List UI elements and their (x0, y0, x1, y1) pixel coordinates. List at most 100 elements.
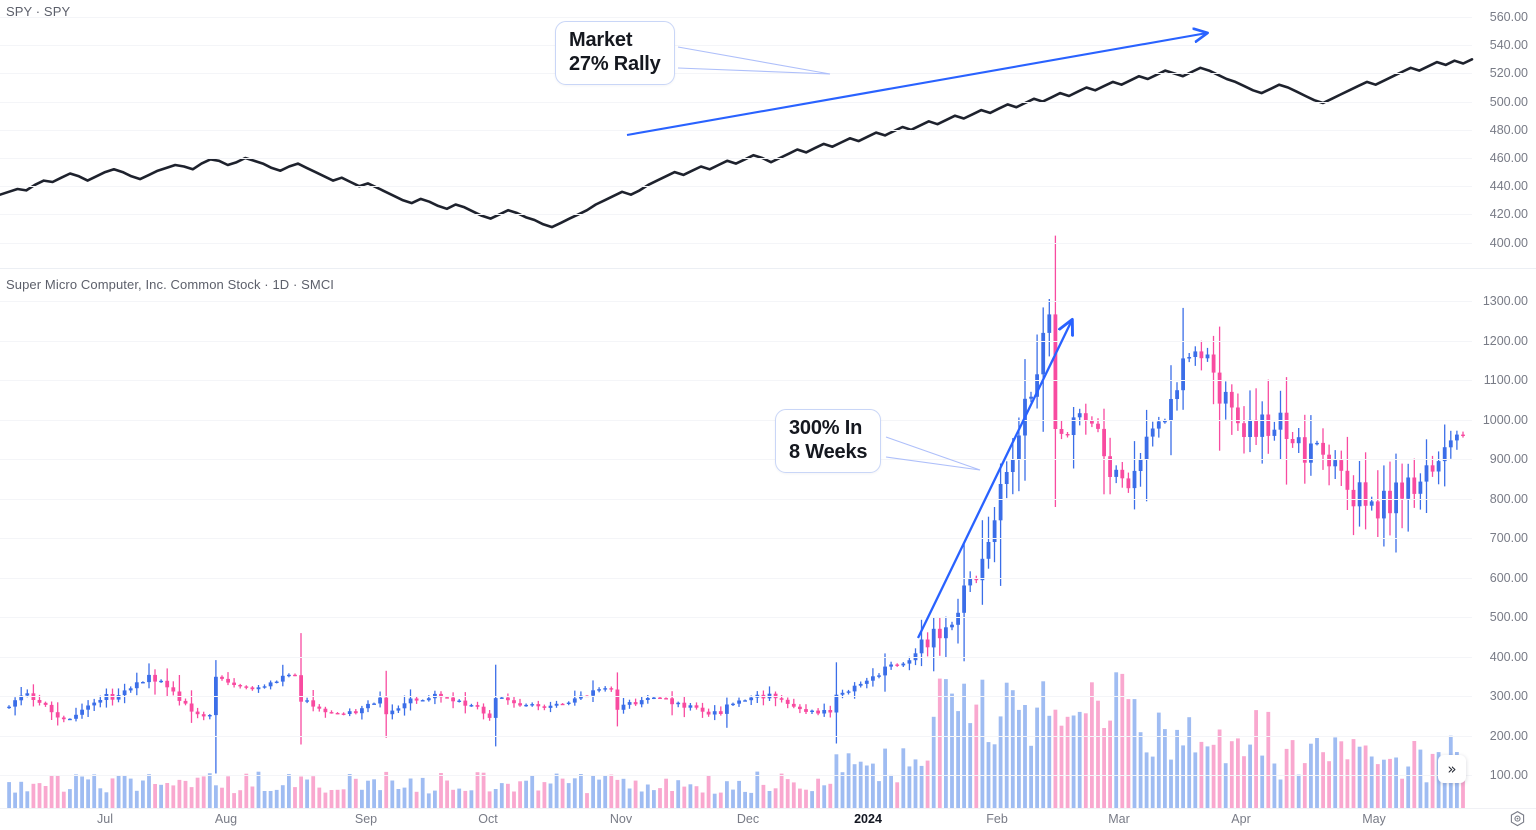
candle-body (1296, 437, 1301, 444)
candle-body (749, 697, 754, 701)
candle-body (86, 705, 90, 710)
candle-body (1217, 372, 1222, 404)
candle-body (1059, 429, 1064, 434)
volume-bar (1430, 753, 1435, 808)
volume-bar (1339, 741, 1344, 808)
scroll-to-realtime-button[interactable]: » (1438, 755, 1466, 783)
candle-body (1150, 428, 1155, 437)
spy-price-panel[interactable] (0, 0, 1536, 268)
candle-body (49, 704, 54, 713)
volume-bar (506, 783, 510, 808)
volume-bar (287, 774, 291, 808)
candle-body (280, 675, 285, 682)
candle-body (1090, 420, 1094, 424)
candle-body (1461, 434, 1465, 436)
candle-body (1071, 417, 1076, 435)
volume-bar (1290, 740, 1295, 808)
candle-body (1041, 332, 1046, 375)
candle-body (712, 711, 717, 715)
rally-300-callout[interactable]: 300% In 8 Weeks (775, 409, 882, 474)
volume-bar (25, 791, 30, 808)
volume-bar (147, 774, 151, 808)
candle-body (165, 680, 170, 688)
volume-bar (1406, 766, 1411, 808)
candle-body (451, 697, 455, 702)
volume-bar (1071, 715, 1076, 808)
spy-price-line (0, 58, 1474, 229)
volume-bar (877, 781, 881, 808)
volume-bar (925, 760, 930, 808)
candle-body (384, 697, 389, 715)
time-axis[interactable]: Jul Aug Sep Oct Nov Dec 2024 Feb Mar Apr May (0, 808, 1536, 830)
volume-bar (347, 774, 352, 808)
volume-bar (974, 704, 979, 808)
candle-body (725, 704, 729, 714)
smci-price-panel[interactable] (0, 235, 1536, 830)
volume-bar (944, 679, 948, 808)
volume-bar (293, 787, 297, 808)
volume-bar (572, 778, 577, 808)
candle-body (116, 695, 121, 700)
volume-bar (1369, 756, 1374, 808)
volume-bar (414, 791, 419, 808)
candle-body (1382, 490, 1386, 519)
candle-body (1077, 413, 1082, 418)
volume-bar (554, 773, 559, 808)
volume-bar (1156, 712, 1161, 808)
candle-body (311, 700, 316, 707)
candle-body (68, 718, 72, 721)
volume-bar (475, 772, 480, 808)
candle-body (1223, 391, 1228, 404)
candle-body (463, 700, 468, 706)
smci-legend[interactable]: Super Micro Computer, Inc. Common Stock … (6, 277, 335, 292)
candle-body (1096, 423, 1100, 429)
volume-bar (1017, 709, 1021, 808)
volume-bar (1345, 759, 1350, 808)
volume-bar (408, 778, 413, 808)
candle-body (1193, 351, 1198, 357)
chart-settings-icon[interactable] (1508, 810, 1527, 829)
candle-body (1120, 469, 1125, 479)
candle-body (55, 712, 60, 718)
candle-body (195, 711, 200, 715)
volume-bar (700, 792, 705, 808)
volume-bar (785, 779, 790, 808)
grid-line (0, 340, 1472, 342)
volume-bar (499, 783, 504, 808)
volume-bar (1242, 756, 1246, 808)
market-rally-callout[interactable]: Market 27% Rally (555, 21, 675, 86)
candle-body (408, 698, 413, 704)
volume-bar (816, 778, 820, 808)
volume-bar (633, 780, 638, 808)
candle-body (1017, 435, 1021, 460)
candle-body (329, 712, 334, 714)
grid-line (0, 459, 1472, 460)
volume-bar (694, 786, 699, 808)
volume-bar (895, 782, 900, 808)
candle-body (694, 705, 699, 708)
volume-bar (773, 788, 778, 808)
volume-bar (706, 775, 711, 808)
volume-bar (1223, 763, 1228, 808)
candle-body (347, 711, 352, 714)
volume-bar (670, 791, 674, 808)
grid-line (0, 696, 1472, 697)
volume-bar (645, 784, 650, 808)
volume-bar (761, 784, 766, 808)
volume-bar (615, 779, 620, 808)
candle-body (639, 700, 644, 705)
volume-bar (104, 792, 109, 808)
candle-body (1248, 419, 1252, 437)
volume-bar (1126, 699, 1131, 808)
volume-bar (165, 783, 170, 808)
candle-body (1369, 501, 1374, 506)
volume-bar (1266, 711, 1271, 808)
volume-bar (1029, 745, 1033, 808)
candle-body (262, 686, 267, 688)
volume-bar (913, 759, 918, 808)
candle-body (226, 678, 230, 683)
candle-body (889, 664, 893, 667)
volume-bar (1004, 682, 1009, 808)
candle-body (1102, 428, 1106, 457)
spy-legend[interactable]: SPY · SPY (6, 4, 71, 19)
